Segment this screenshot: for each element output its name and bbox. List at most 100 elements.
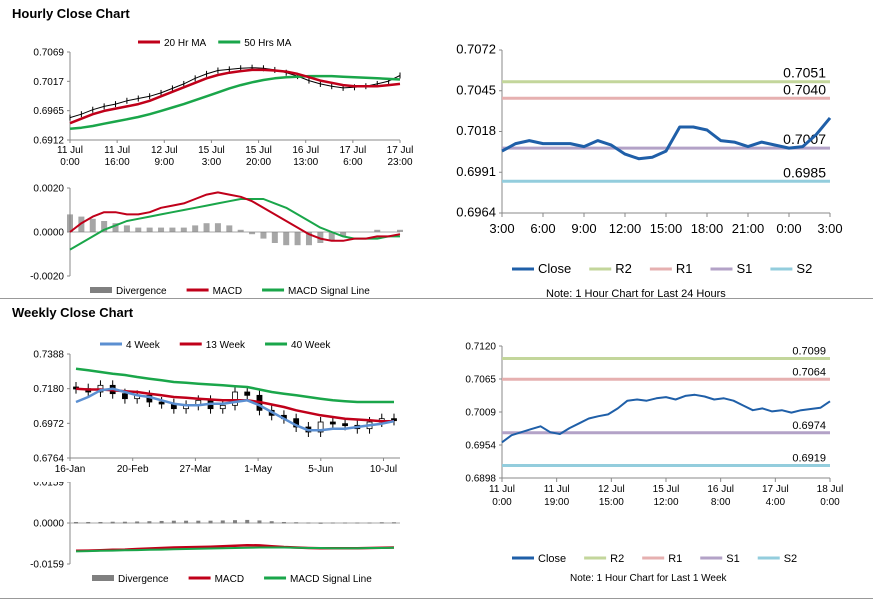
weekly-levels-x-label: 0:00 (492, 497, 512, 508)
legend-label: S2 (796, 261, 812, 276)
weekly-levels-y-tick-label: 0.7065 (465, 375, 496, 386)
hourly-divergence-bar (67, 214, 73, 232)
weekly-4wk-line (75, 387, 395, 432)
hourly-price-x-label: 6:00 (343, 157, 363, 168)
hourly-price-y-tick-label: 0.7069 (33, 48, 64, 59)
weekly-levels-x-label: 19:00 (544, 497, 569, 508)
hourly-divergence-bar (169, 227, 176, 232)
weekly-divergence-bar (257, 520, 262, 524)
hourly-levels-x-label: 6:00 (530, 221, 555, 236)
weekly-divergence-bar (86, 521, 91, 524)
hourly-levels-level-label: 0.7040 (783, 81, 826, 97)
legend-label: S2 (784, 553, 797, 565)
hourly-price-x-label: 16 Jul (292, 145, 319, 156)
weekly-levels-level-label: 0.7099 (792, 345, 826, 357)
hourly-price-x-label: 9:00 (155, 157, 175, 168)
hourly-macd-y-tick-label: -0.0020 (30, 272, 64, 283)
weekly-levels-x-label: 11 Jul (544, 484, 570, 495)
hourly-levels-y-tick-label: 0.6964 (456, 205, 496, 220)
weekly-13wk-line (75, 387, 394, 423)
legend-label: S1 (737, 261, 753, 276)
weekly-price-y-tick-label: 0.7180 (33, 384, 64, 395)
weekly-divergence-bar (306, 522, 311, 524)
hourly-divergence-bar (158, 227, 165, 232)
legend-label: MACD Signal Line (290, 574, 372, 585)
weekly-divergence-bar (184, 520, 189, 524)
hourly-divergence-bar (260, 232, 267, 239)
hourly-close-line (69, 67, 401, 119)
hourly-divergence-bar (249, 232, 256, 235)
weekly-price-y-tick-label: 0.6764 (33, 454, 64, 465)
weekly-divergence-bar (147, 521, 152, 524)
weekly-levels-x-label: 11 Jul (489, 484, 515, 495)
weekly-levels-x-label: 17 Jul (762, 484, 789, 495)
weekly-macd-y-tick-label: -0.0159 (30, 560, 64, 571)
weekly-divergence-bar (330, 522, 335, 524)
hourly-50hr-ma-line (69, 74, 401, 131)
hourly-levels-x-label: 21:00 (732, 221, 765, 236)
hourly-divergence-bar (214, 223, 221, 232)
weekly-40wk-line (75, 367, 394, 404)
weekly-price-x-label: 1-May (244, 464, 272, 475)
weekly-divergence-bar (379, 522, 384, 524)
hourly-divergence-bar (123, 225, 130, 232)
weekly-price-x-label: 5-Jun (308, 464, 333, 475)
section-divider (0, 298, 873, 299)
hourly-section-title: Hourly Close Chart (12, 6, 130, 21)
hourly-divergence-bar (237, 229, 244, 232)
hourly-price-x-label: 17 Jul (340, 145, 367, 156)
weekly-divergence-bar (159, 520, 164, 524)
weekly-macd-y-tick-label: 0.0000 (33, 519, 64, 530)
hourly-price-x-label: 11 Jul (57, 145, 83, 156)
weekly-divergence-bar (392, 522, 396, 524)
weekly-levels-x-label: 4:00 (766, 497, 786, 508)
legend-label: 40 Week (291, 340, 331, 351)
hourly-levels-y-tick-label: 0.6991 (456, 164, 496, 179)
hourly-divergence-bar (180, 227, 187, 232)
weekly-candle-body (158, 401, 165, 405)
hourly-divergence-bar (294, 232, 301, 246)
weekly-divergence-bar (343, 522, 348, 524)
legend-label: 4 Week (126, 340, 161, 351)
hourly-divergence-bar (112, 223, 119, 232)
legend-label: Divergence (116, 286, 167, 297)
weekly-divergence-bar (318, 522, 323, 524)
hourly-levels-x-label: 9:00 (571, 221, 596, 236)
weekly-candle-body (232, 391, 238, 406)
hourly-divergence-bar (397, 229, 403, 232)
hourly-levels-x-label: 3:00 (489, 221, 514, 236)
weekly-divergence-bar (171, 520, 176, 524)
hourly-price-x-label: 15 Jul (198, 145, 225, 156)
weekly-divergence-bar (135, 521, 140, 524)
weekly-levels-x-label: 16 Jul (707, 484, 734, 495)
legend-label: R1 (676, 261, 693, 276)
weekly-divergence-bar (110, 521, 115, 524)
weekly-divergence-bar (74, 521, 78, 524)
hourly-levels-level-label: 0.6985 (783, 164, 826, 180)
weekly-price-x-label: 10-Jul (370, 464, 397, 475)
weekly-levels-x-label: 15 Jul (653, 484, 680, 495)
hourly-levels-x-label: 12:00 (609, 221, 642, 236)
weekly-section-title: Weekly Close Chart (12, 305, 134, 320)
weekly-divergence-bar (233, 520, 237, 524)
hourly-price-y-tick-label: 0.6912 (33, 136, 64, 147)
hourly-levels-x-label: 15:00 (650, 221, 683, 236)
hourly-divergence-bar (271, 232, 278, 243)
hourly-divergence-bar (89, 218, 96, 232)
weekly-divergence-bar (269, 521, 274, 524)
weekly-levels-level-label: 0.6974 (792, 420, 826, 432)
weekly-divergence-bar (196, 520, 201, 524)
hourly-divergence-bar (146, 227, 153, 232)
weekly-divergence-bar (355, 522, 360, 524)
weekly-price-y-tick-label: 0.6972 (33, 419, 64, 430)
hourly-price-y-tick-label: 0.6965 (33, 106, 64, 117)
hourly-divergence-bar (305, 232, 312, 246)
hourly-divergence-bar (317, 232, 324, 243)
weekly-levels-y-tick-label: 0.6898 (465, 474, 496, 485)
weekly-note: Note: 1 Hour Chart for Last 1 Week (570, 573, 727, 584)
weekly-candle-body (122, 393, 128, 400)
legend-label: R1 (668, 553, 682, 565)
weekly-divergence-bar (98, 521, 103, 524)
weekly-levels-level-label: 0.6919 (792, 453, 826, 465)
